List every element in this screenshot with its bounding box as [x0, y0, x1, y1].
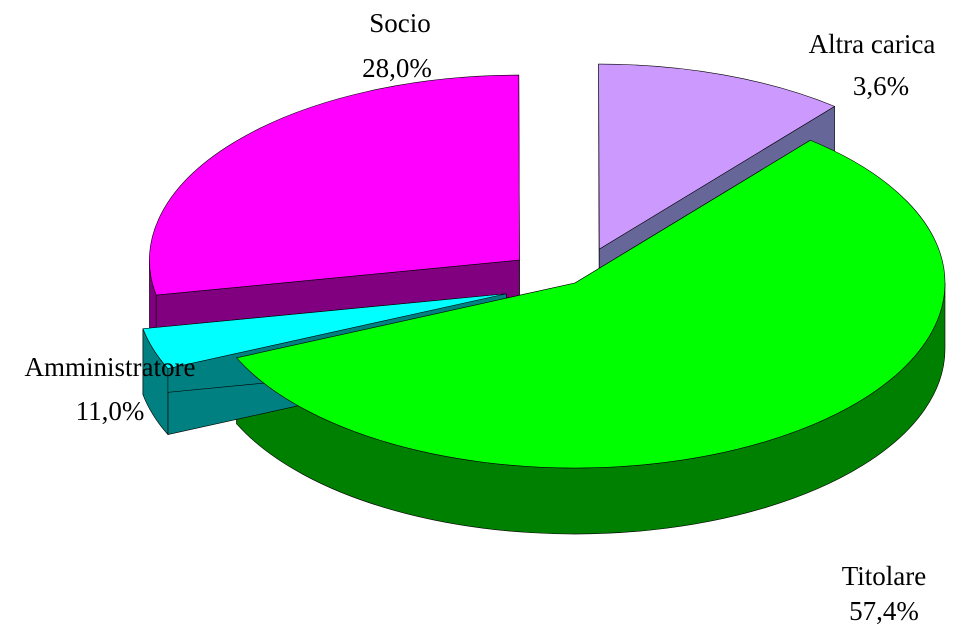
- slice-top-titolare: [236, 139, 946, 469]
- slice-top-socio: [149, 74, 520, 296]
- slice-label-socio: Socio 28,0%: [362, 8, 432, 83]
- slice-name-titolare: Titolare: [842, 561, 927, 591]
- slice-label-amministratore: Amministratore 11,0%: [25, 352, 196, 426]
- slice-tops: [142, 63, 946, 469]
- slice-name-socio: Socio: [369, 8, 431, 38]
- slice-value-socio: 28,0%: [362, 53, 432, 83]
- slice-value-amministratore: 11,0%: [76, 396, 145, 426]
- slice-label-titolare: Titolare 57,4%: [842, 561, 927, 626]
- slice-top-amministratore: [598, 63, 835, 250]
- slice-value-altra-carica: 3,6%: [853, 71, 909, 101]
- slice-name-altra-carica: Altra carica: [809, 29, 936, 59]
- slice-name-amministratore: Amministratore: [25, 352, 196, 382]
- slice-value-titolare: 57,4%: [849, 596, 919, 626]
- slice-label-altra-carica: Altra carica 3,6%: [809, 29, 936, 101]
- slice-top-altra-carica: [142, 293, 507, 369]
